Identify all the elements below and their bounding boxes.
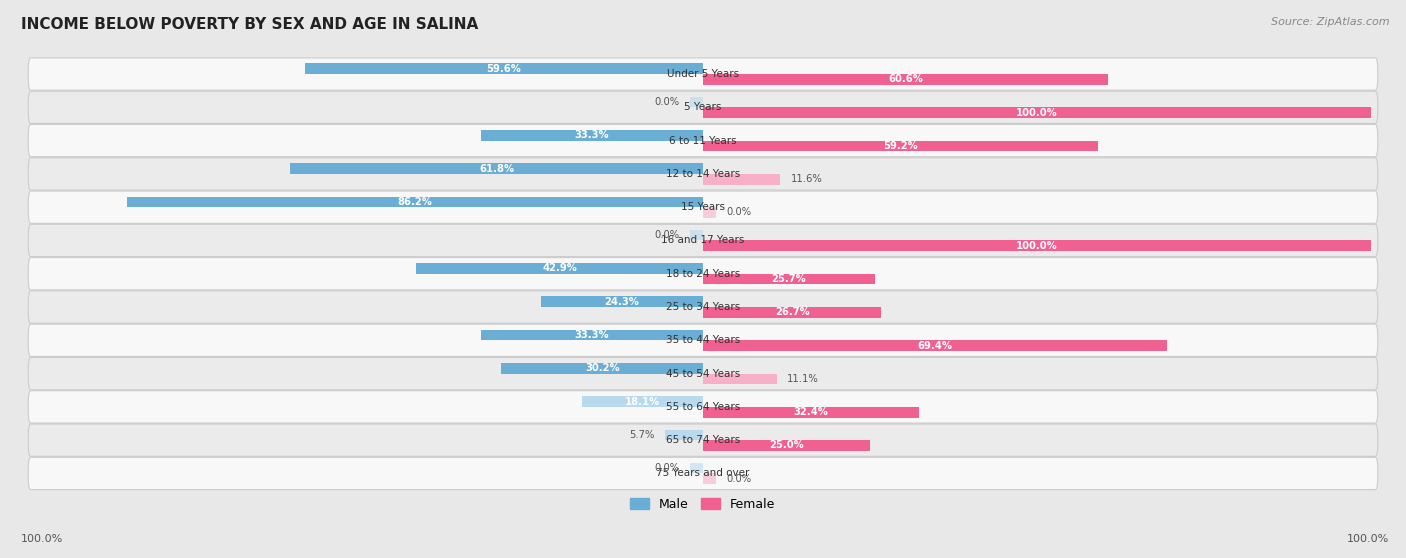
Text: 33.3%: 33.3% <box>575 330 609 340</box>
Bar <box>290 163 703 174</box>
Text: 15 Years: 15 Years <box>681 202 725 212</box>
Bar <box>689 463 703 473</box>
FancyBboxPatch shape <box>28 58 1378 90</box>
Text: 69.4%: 69.4% <box>917 340 952 350</box>
Text: 100.0%: 100.0% <box>1017 108 1057 118</box>
Text: 12 to 14 Years: 12 to 14 Years <box>666 169 740 179</box>
Bar <box>703 473 717 484</box>
Text: 75 Years and over: 75 Years and over <box>657 469 749 478</box>
Bar <box>703 107 1371 118</box>
FancyBboxPatch shape <box>28 324 1378 357</box>
Bar <box>703 141 1098 151</box>
Text: 86.2%: 86.2% <box>398 197 433 207</box>
Text: 60.6%: 60.6% <box>889 74 922 84</box>
Text: 25.7%: 25.7% <box>772 274 806 284</box>
Text: Under 5 Years: Under 5 Years <box>666 69 740 79</box>
Text: 18 to 24 Years: 18 to 24 Years <box>666 269 740 279</box>
Text: 35 to 44 Years: 35 to 44 Years <box>666 335 740 345</box>
FancyBboxPatch shape <box>28 124 1378 157</box>
Text: 24.3%: 24.3% <box>605 297 640 307</box>
FancyBboxPatch shape <box>28 391 1378 423</box>
Bar <box>703 74 1108 85</box>
Bar <box>703 307 882 318</box>
Bar <box>665 430 703 440</box>
Text: Source: ZipAtlas.com: Source: ZipAtlas.com <box>1271 17 1389 27</box>
Text: 59.2%: 59.2% <box>883 141 918 151</box>
Bar <box>703 407 920 417</box>
Text: 45 to 54 Years: 45 to 54 Years <box>666 369 740 378</box>
Bar <box>703 374 778 384</box>
Text: 59.6%: 59.6% <box>486 64 522 74</box>
Text: 0.0%: 0.0% <box>655 97 679 107</box>
Bar <box>502 363 703 374</box>
Text: 100.0%: 100.0% <box>1017 241 1057 251</box>
FancyBboxPatch shape <box>28 191 1378 223</box>
Text: 11.1%: 11.1% <box>787 374 818 384</box>
FancyBboxPatch shape <box>28 158 1378 190</box>
Bar <box>703 440 870 451</box>
Text: 0.0%: 0.0% <box>655 230 679 240</box>
Bar <box>305 64 703 74</box>
Bar <box>541 296 703 307</box>
FancyBboxPatch shape <box>28 258 1378 290</box>
Text: 25.0%: 25.0% <box>769 440 804 450</box>
Bar <box>481 330 703 340</box>
FancyBboxPatch shape <box>28 91 1378 123</box>
Bar <box>582 396 703 407</box>
Text: 42.9%: 42.9% <box>543 263 576 273</box>
Text: 25 to 34 Years: 25 to 34 Years <box>666 302 740 312</box>
Text: 5 Years: 5 Years <box>685 102 721 112</box>
Text: 26.7%: 26.7% <box>775 307 810 318</box>
Text: 65 to 74 Years: 65 to 74 Years <box>666 435 740 445</box>
FancyBboxPatch shape <box>28 224 1378 257</box>
Text: 32.4%: 32.4% <box>794 407 828 417</box>
Text: 100.0%: 100.0% <box>1347 534 1389 544</box>
Bar <box>703 240 1371 251</box>
Bar <box>127 196 703 207</box>
Text: 18.1%: 18.1% <box>624 397 661 407</box>
Text: 100.0%: 100.0% <box>21 534 63 544</box>
Text: 0.0%: 0.0% <box>655 463 679 473</box>
Bar <box>703 340 1167 351</box>
FancyBboxPatch shape <box>28 358 1378 389</box>
Bar <box>689 97 703 107</box>
Text: 6 to 11 Years: 6 to 11 Years <box>669 136 737 146</box>
Text: 55 to 64 Years: 55 to 64 Years <box>666 402 740 412</box>
Text: 11.6%: 11.6% <box>790 174 823 184</box>
Bar <box>703 274 875 285</box>
Text: 0.0%: 0.0% <box>727 474 751 484</box>
Bar <box>703 207 717 218</box>
FancyBboxPatch shape <box>28 291 1378 323</box>
Text: 30.2%: 30.2% <box>585 363 620 373</box>
Text: 33.3%: 33.3% <box>575 130 609 140</box>
Bar <box>703 174 780 185</box>
FancyBboxPatch shape <box>28 458 1378 489</box>
Text: INCOME BELOW POVERTY BY SEX AND AGE IN SALINA: INCOME BELOW POVERTY BY SEX AND AGE IN S… <box>21 17 478 32</box>
Text: 5.7%: 5.7% <box>630 430 655 440</box>
FancyBboxPatch shape <box>28 424 1378 456</box>
Text: 61.8%: 61.8% <box>479 163 515 174</box>
Text: 16 and 17 Years: 16 and 17 Years <box>661 235 745 246</box>
Legend: Male, Female: Male, Female <box>626 493 780 516</box>
Bar <box>689 230 703 240</box>
Bar <box>481 130 703 141</box>
Text: 0.0%: 0.0% <box>727 208 751 218</box>
Bar <box>416 263 703 274</box>
